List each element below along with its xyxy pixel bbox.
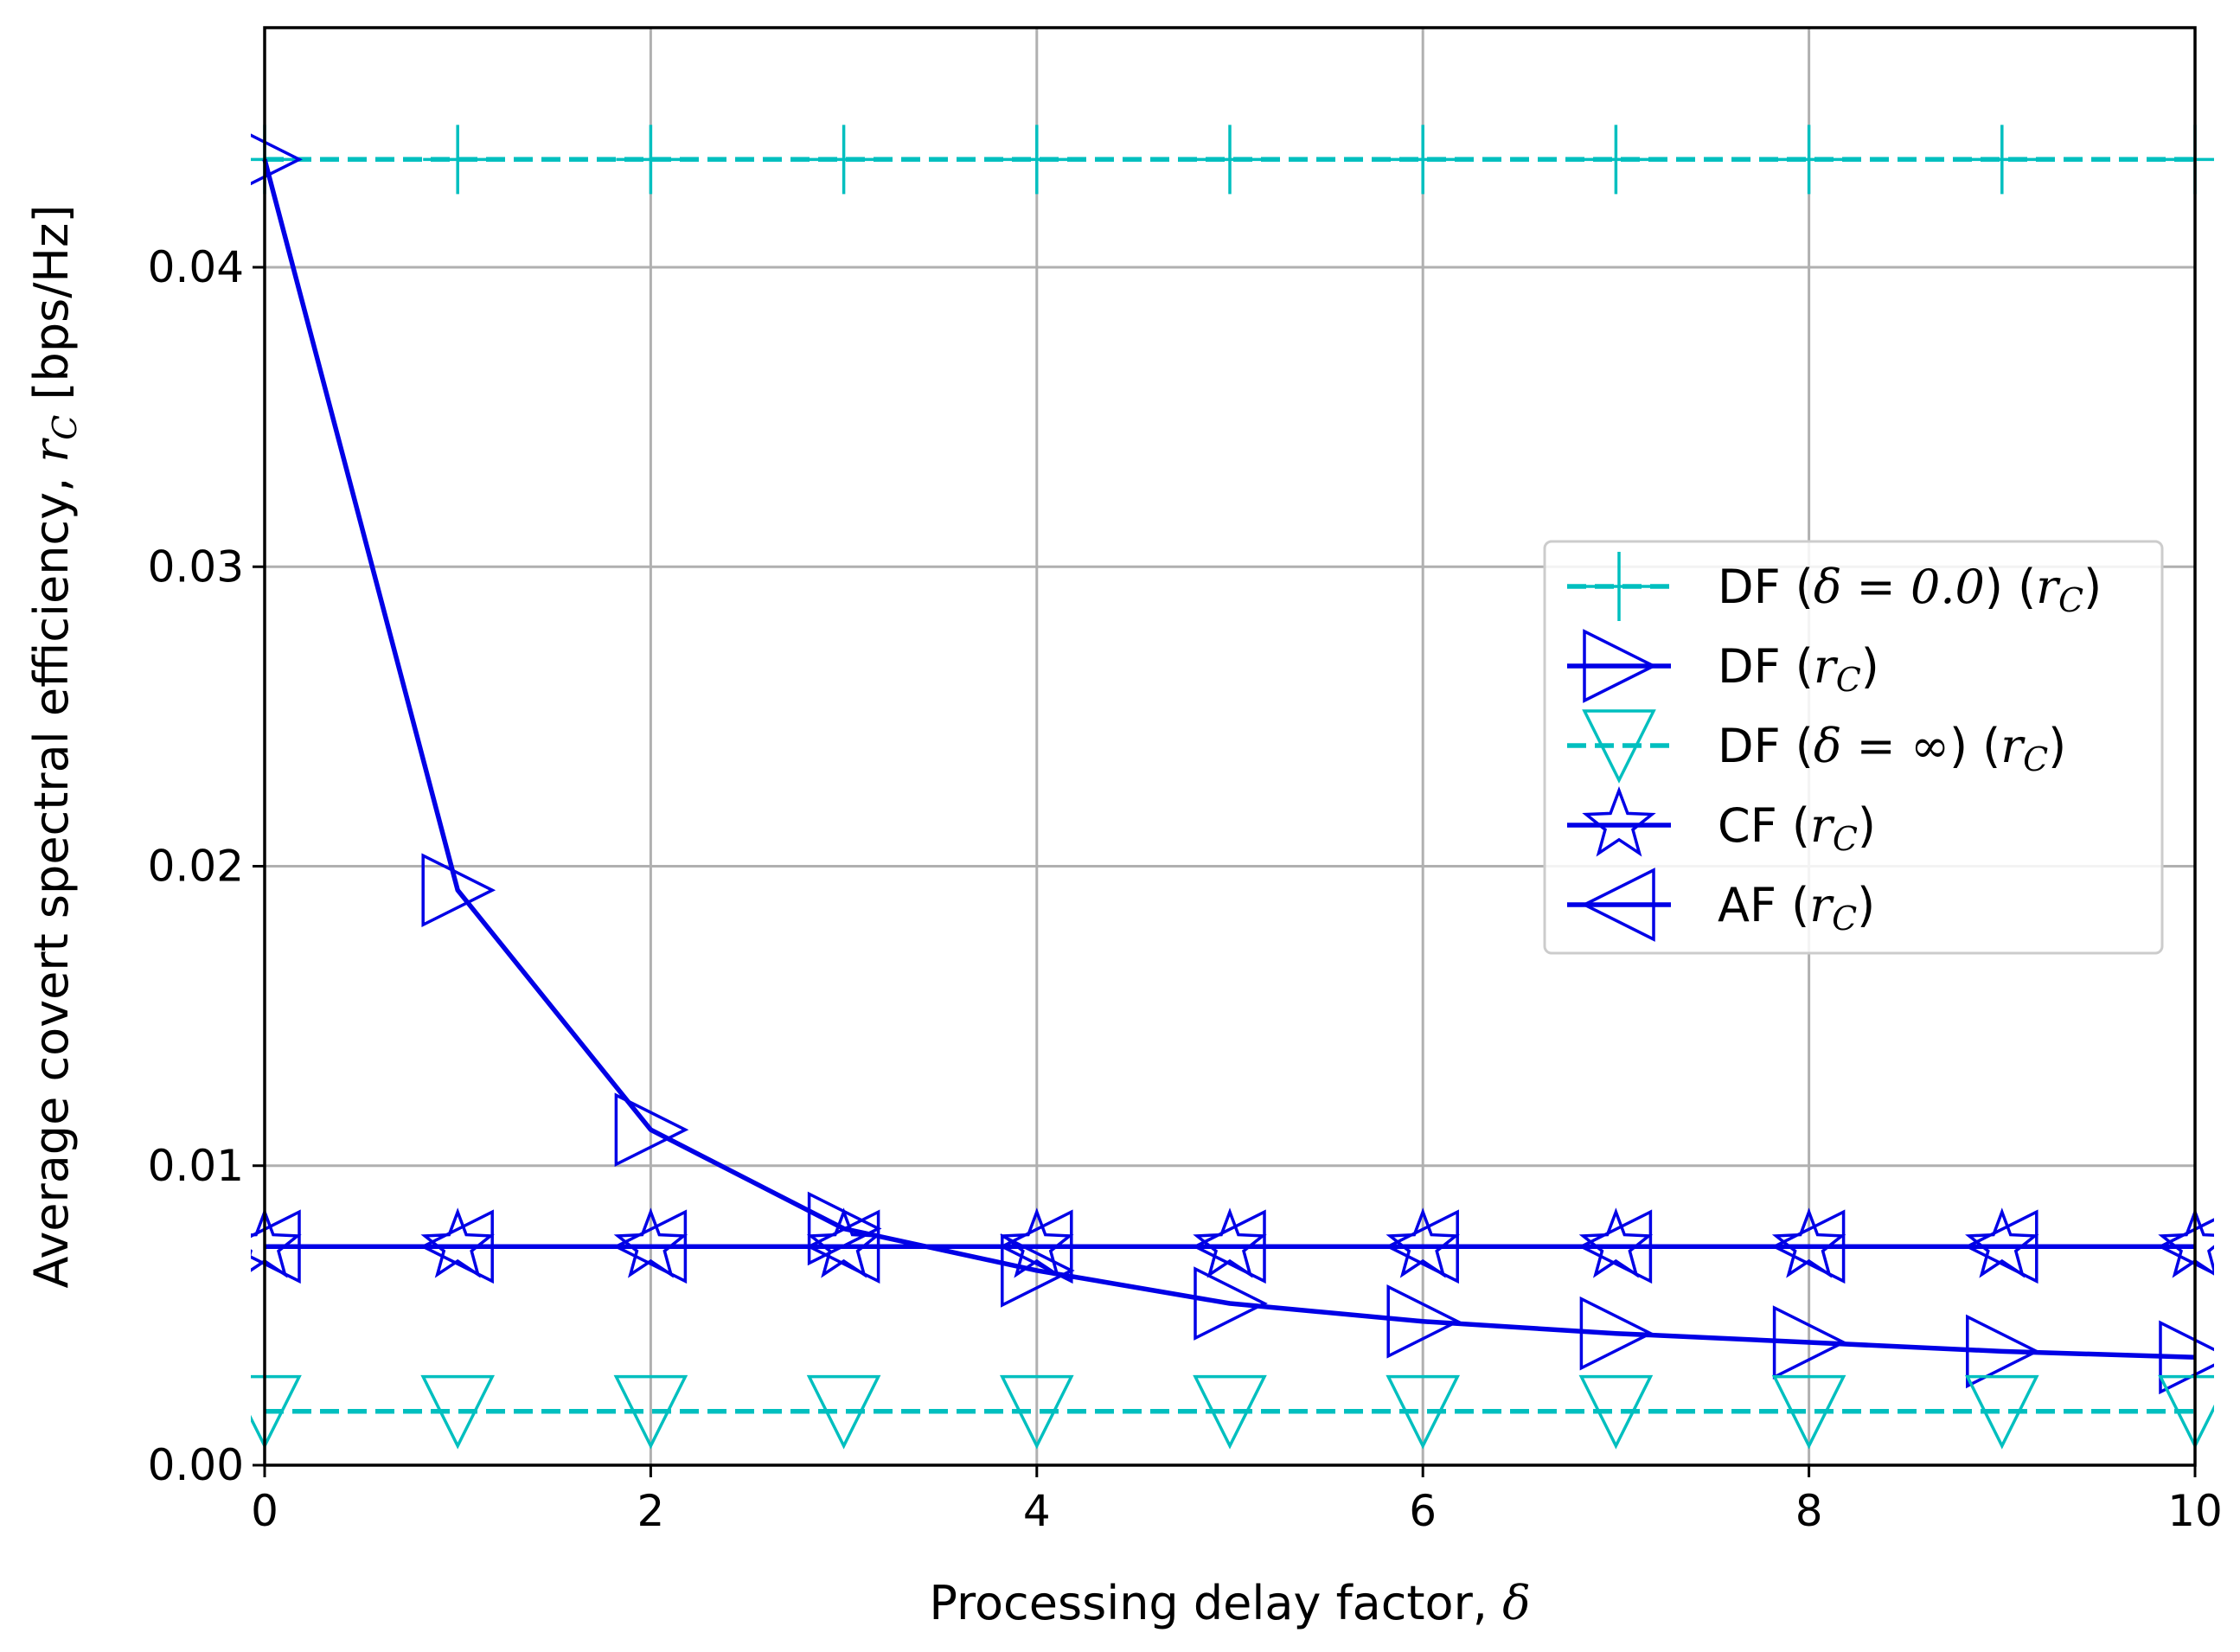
data-point: [1963, 1209, 2038, 1284]
data-point: [423, 125, 493, 195]
legend-item: DF (δ = ∞) (rC): [1567, 709, 2066, 784]
series-line: [262, 158, 2196, 1361]
legend-item: DF (rC): [1567, 629, 1879, 703]
data-point: [421, 853, 496, 928]
data-point: [614, 1092, 689, 1168]
legend-label: CF (rC): [1718, 798, 1876, 858]
data-point: [1774, 125, 1844, 195]
y-tick-label: 0.02: [148, 842, 244, 892]
ticks: 0 2 4 6 8 10 0.00 0.01 0.02 0.03 0.04: [148, 242, 2223, 1536]
x-axis-label-symbol: δ: [1502, 1576, 1531, 1630]
legend-label: DF (δ = 0.0) (rC): [1718, 560, 2102, 619]
data-point: [1386, 1207, 1460, 1278]
data-point: [1771, 1207, 1846, 1278]
data-point: [1194, 1266, 1268, 1341]
data-point: [1964, 1374, 2039, 1450]
data-point: [1967, 125, 2037, 195]
legend-item: AF (rC): [1567, 868, 1875, 942]
y-tick-label: 0.03: [148, 541, 244, 592]
data-point: [1578, 1209, 1653, 1284]
x-tick-label: 8: [1795, 1486, 1823, 1536]
data-point: [1385, 1209, 1459, 1284]
data-point: [1771, 1374, 1846, 1450]
series-layer: [251, 125, 2214, 1450]
data-point: [1578, 1207, 1654, 1278]
data-point: [420, 1374, 496, 1450]
legend-item: CF (rC): [1567, 786, 1876, 858]
data-point: [806, 1207, 881, 1278]
legend-box: [1543, 540, 2164, 955]
data-point: [1965, 1207, 2039, 1278]
legend-label: AF (rC): [1718, 878, 1875, 938]
x-tick-label: 10: [2167, 1486, 2223, 1536]
series-plus: [251, 125, 2214, 195]
y-tick-label: 0.04: [148, 242, 244, 292]
y-axis-label: Average covert spectral efficiency, rC […: [24, 205, 84, 1289]
data-point: [613, 1207, 688, 1278]
x-tick-label: 2: [637, 1486, 664, 1536]
x-tick-label: 0: [251, 1486, 278, 1536]
x-tick-label: 6: [1409, 1486, 1437, 1536]
legend-marker: [1582, 786, 1656, 857]
data-point: [1388, 125, 1458, 195]
y-axis-label-subscript: C: [46, 415, 84, 440]
x-axis-label: Processing delay factor, δ: [929, 1576, 1530, 1630]
data-point: [613, 1374, 688, 1450]
data-point: [1192, 1209, 1266, 1284]
data-point: [1000, 1207, 1074, 1278]
y-tick-label: 0.01: [148, 1141, 244, 1191]
series-triangle-left: [251, 1209, 2214, 1284]
data-point: [420, 1207, 495, 1278]
y-axis-label-text: Average covert spectral efficiency,: [24, 463, 79, 1289]
data-point: [1386, 1284, 1462, 1359]
data-point: [1193, 1374, 1267, 1450]
data-point: [1195, 125, 1264, 195]
data-point: [616, 125, 686, 195]
data-point: [805, 1209, 880, 1284]
data-point: [1966, 1314, 2040, 1389]
data-point: [1002, 125, 1072, 195]
legend-marker: [1581, 868, 1655, 942]
y-tick-label: 0.00: [148, 1440, 244, 1490]
data-point: [999, 1374, 1074, 1450]
data-point: [809, 125, 879, 195]
data-point: [1386, 1374, 1461, 1450]
data-point: [1770, 1209, 1846, 1284]
data-point: [419, 1209, 494, 1284]
data-point: [1772, 1305, 1847, 1380]
legend-item: DF (δ = 0.0) (rC): [1567, 552, 2102, 621]
data-point: [1001, 1233, 1075, 1308]
plot-frame: [263, 26, 2197, 1467]
data-point: [612, 1209, 688, 1284]
data-point: [1578, 1374, 1654, 1450]
legend: DF (δ = 0.0) (rC) DF (rC) DF (δ = ∞) (rC) C…: [1543, 540, 2164, 955]
y-axis-label-unit: [bps/Hz]: [24, 205, 79, 415]
x-tick-label: 4: [1023, 1486, 1051, 1536]
legend-marker: [1583, 629, 1657, 703]
data-point: [1579, 1296, 1654, 1371]
data-point: [1581, 125, 1651, 195]
legend-label: DF (rC): [1718, 639, 1879, 699]
legend-marker: [1582, 709, 1656, 784]
data-point: [998, 1209, 1073, 1284]
data-point: [806, 1374, 881, 1450]
legend-marker: [1584, 552, 1654, 621]
series-triangle-down: [251, 1374, 2214, 1450]
legend-label: DF (δ = ∞) (rC): [1718, 719, 2066, 778]
x-axis-label-text: Processing delay factor,: [929, 1576, 1502, 1630]
y-axis-label-symbol: r: [24, 438, 79, 463]
data-point: [1193, 1207, 1267, 1278]
